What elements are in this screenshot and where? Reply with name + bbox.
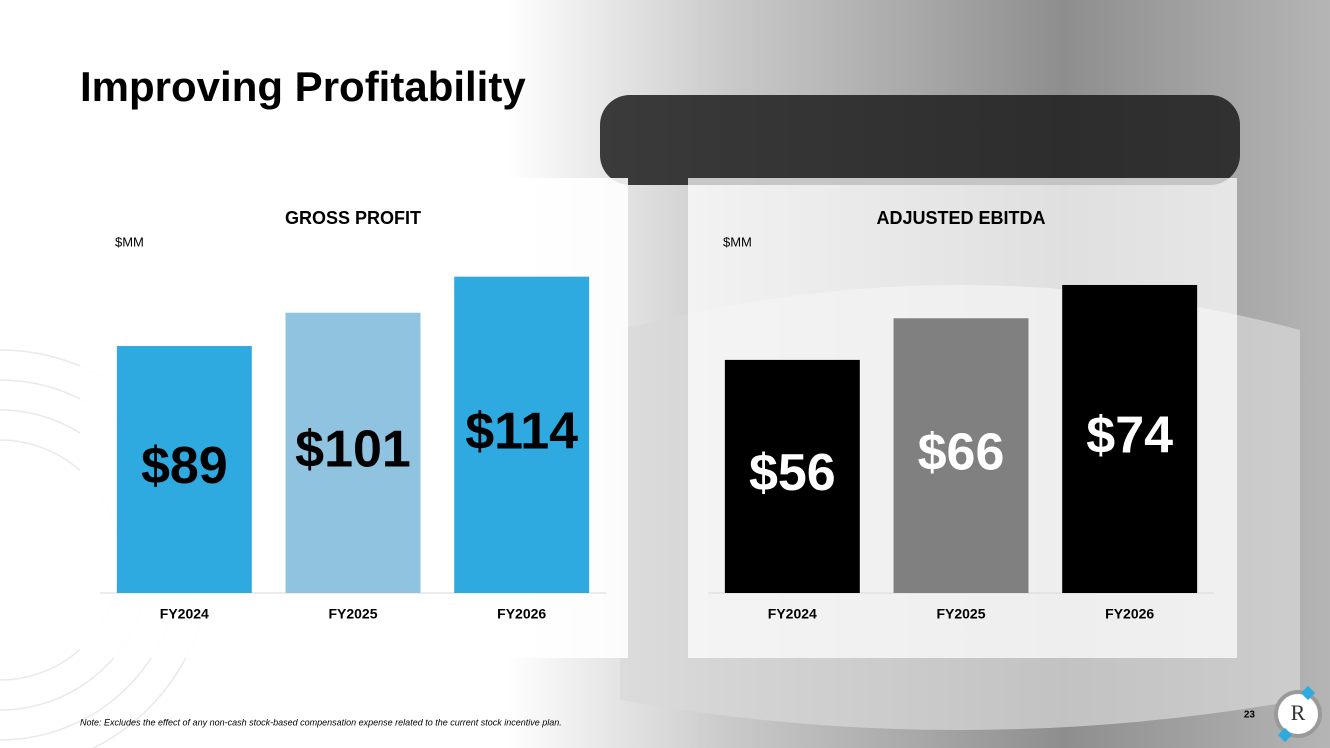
bar (116, 346, 252, 593)
value-label: $89 (141, 437, 228, 495)
x-tick-label: FY2025 (936, 606, 985, 622)
value-label: $66 (918, 423, 1005, 481)
page-number: 23 (1244, 710, 1256, 721)
value-label: $114 (465, 403, 578, 461)
bar (285, 312, 421, 593)
x-tick-label: FY2024 (160, 606, 209, 622)
x-tick-label: FY2024 (768, 606, 817, 622)
y-axis-label: $MM (115, 234, 144, 249)
photo-sunglasses (600, 95, 1240, 185)
x-tick-label: FY2026 (1105, 606, 1154, 622)
bar (1062, 284, 1198, 593)
y-axis-label: $MM (723, 234, 752, 249)
value-label: $101 (295, 421, 411, 479)
value-label: $56 (749, 444, 836, 502)
chart-title: ADJUSTED EBITDA (876, 208, 1045, 228)
chart-title: GROSS PROFIT (285, 208, 421, 228)
bar (724, 359, 860, 593)
bar (454, 276, 590, 593)
logo: R (1274, 685, 1322, 743)
slide-title: Improving Profitability (80, 63, 526, 110)
svg-text:R: R (1291, 700, 1306, 725)
x-tick-label: FY2025 (328, 606, 377, 622)
x-tick-label: FY2026 (497, 606, 546, 622)
value-label: $74 (1086, 407, 1173, 465)
bar (893, 318, 1029, 593)
footnote: Note: Excludes the effect of any non-cas… (80, 717, 562, 727)
